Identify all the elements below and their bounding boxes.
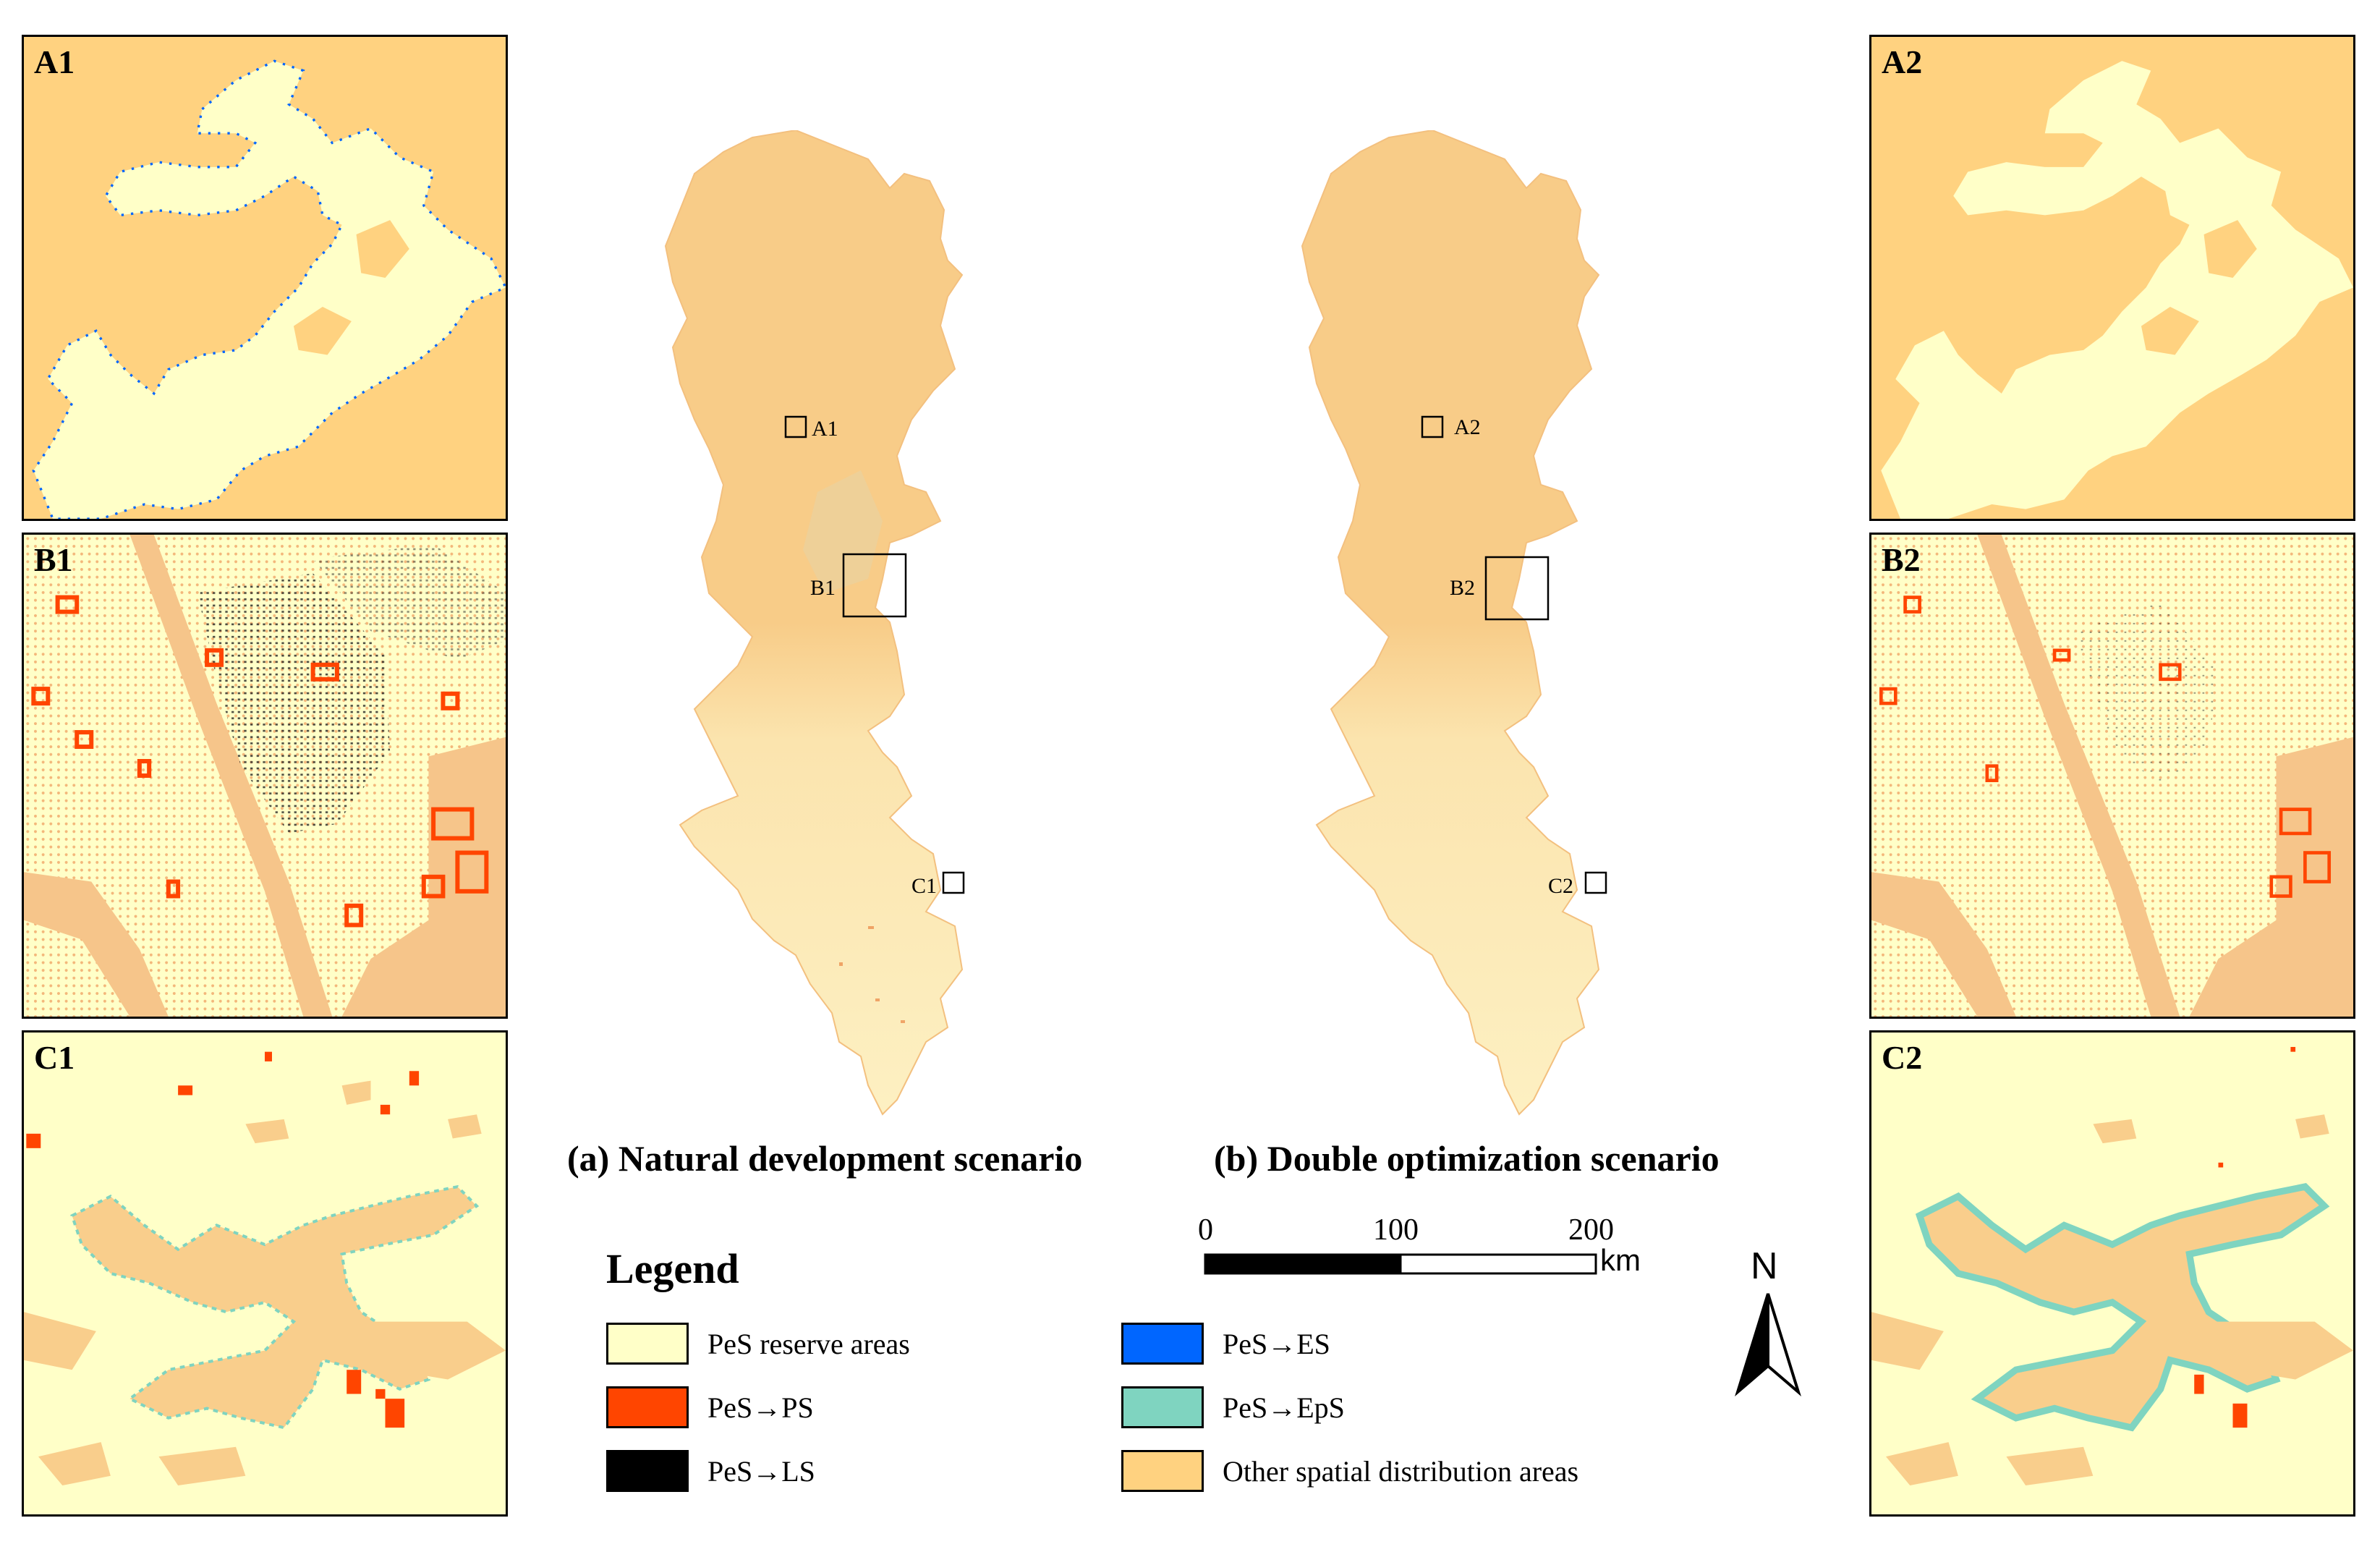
legend-swatch-other <box>1121 1450 1204 1492</box>
map-label-b2: B2 <box>1450 576 1476 600</box>
caption-natural-development: (a) Natural development scenario <box>567 1138 1083 1179</box>
zoom-box-a1 <box>784 415 807 438</box>
inset-a1-map <box>24 37 506 519</box>
scale-tick-0: 0 <box>1198 1213 1213 1247</box>
map-double-optimization <box>1301 130 1607 1116</box>
legend-swatch-pes-ps <box>606 1386 689 1428</box>
inset-a2-map <box>1871 37 2353 519</box>
inset-a2: A2 <box>1869 35 2355 521</box>
map-label-b1: B1 <box>810 576 836 600</box>
legend-label-pes-ps: PeS→PS <box>707 1391 814 1424</box>
inset-c1-label: C1 <box>34 1039 75 1076</box>
legend-label-other: Other spatial distribution areas <box>1223 1455 1579 1488</box>
inset-c2-map <box>1871 1032 2353 1514</box>
zoom-box-c1 <box>942 871 965 894</box>
north-arrow-icon <box>1735 1293 1801 1397</box>
inset-b1-label: B1 <box>34 541 73 578</box>
scale-tick-100: 100 <box>1373 1213 1419 1247</box>
map-label-a2: A2 <box>1454 415 1481 439</box>
map-natural-development <box>664 130 965 1116</box>
inset-c1-map <box>24 1032 506 1514</box>
caption-double-optimization: (b) Double optimization scenario <box>1214 1138 1720 1179</box>
inset-c2-label: C2 <box>1882 1039 1923 1076</box>
inset-b1: B1 <box>22 533 508 1019</box>
zoom-box-c2 <box>1584 871 1607 894</box>
zoom-box-b2 <box>1484 556 1550 621</box>
inset-b2: B2 <box>1869 533 2355 1019</box>
north-label: N <box>1751 1245 1778 1287</box>
inset-c1: C1 <box>22 1030 508 1517</box>
inset-a1-label: A1 <box>34 43 75 80</box>
map-label-c1: C1 <box>911 874 938 898</box>
legend-swatch-pes-eps <box>1121 1386 1204 1428</box>
inset-b2-map <box>1871 535 2353 1017</box>
scale-bar <box>1204 1253 1597 1275</box>
inset-b2-label: B2 <box>1882 541 1921 578</box>
legend-swatch-pes-reserve <box>606 1323 689 1365</box>
zoom-box-b1 <box>842 553 907 618</box>
legend-label-pes-reserve: PeS reserve areas <box>707 1328 910 1360</box>
inset-a2-label: A2 <box>1882 43 1923 80</box>
legend-swatch-pes-es <box>1121 1323 1204 1365</box>
legend-label-pes-eps: PeS→EpS <box>1223 1391 1345 1424</box>
legend-title: Legend <box>606 1245 739 1292</box>
scale-tick-200: 200 <box>1568 1213 1614 1247</box>
legend-label-pes-es: PeS→ES <box>1223 1328 1330 1360</box>
inset-c2: C2 <box>1869 1030 2355 1517</box>
inset-b1-map <box>24 535 506 1017</box>
zoom-box-a2 <box>1421 415 1444 438</box>
legend-label-pes-ls: PeS→LS <box>707 1455 815 1488</box>
inset-a1: A1 <box>22 35 508 521</box>
legend-swatch-pes-ls <box>606 1450 689 1492</box>
map-label-c2: C2 <box>1548 874 1574 898</box>
map-label-a1: A1 <box>812 417 838 441</box>
scale-unit: km <box>1600 1243 1641 1277</box>
